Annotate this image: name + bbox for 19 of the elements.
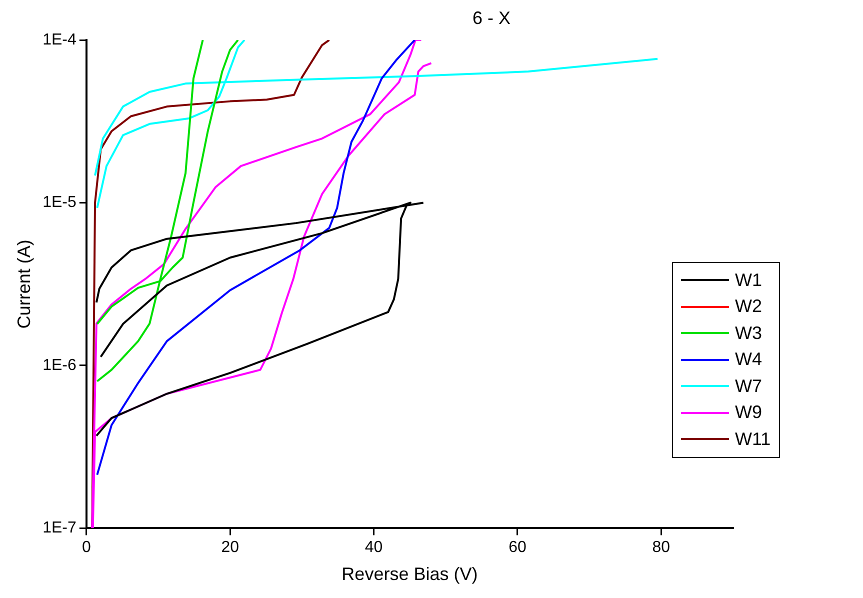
legend-label: W7	[735, 376, 762, 397]
legend-label: W4	[735, 349, 762, 370]
legend-label: W1	[735, 270, 762, 291]
x-axis-title: Reverse Bias (V)	[342, 564, 478, 584]
x-tick-label: 20	[221, 539, 240, 556]
y-tick-label: 1E-6	[42, 356, 76, 374]
x-tick-label: 40	[364, 539, 383, 556]
y-tick-label: 1E-7	[42, 520, 76, 537]
y-tick-label: 1E-5	[42, 194, 76, 212]
x-tick-label: 60	[508, 539, 526, 556]
y-axis-title: Current (A)	[14, 240, 34, 329]
y-tick-label: 1E-4	[42, 31, 76, 48]
legend-label: W9	[735, 402, 762, 424]
chart-title: 6 - X	[471, 8, 512, 29]
x-tick-label: 0	[82, 539, 91, 556]
x-tick-label: 80	[652, 539, 670, 556]
legend-label: W11	[735, 428, 771, 450]
legend-label: W2	[735, 296, 762, 318]
legend-label: W3	[735, 322, 762, 344]
